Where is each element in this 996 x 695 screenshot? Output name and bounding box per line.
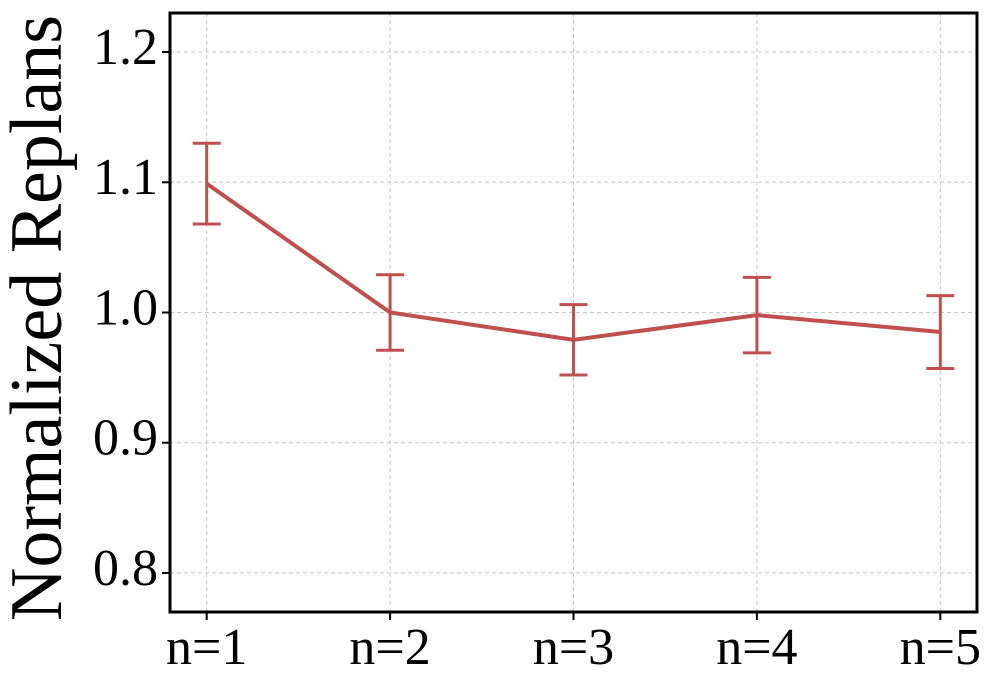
y-tick-label: 1.1	[93, 149, 158, 206]
x-tick-label: n=5	[900, 619, 981, 676]
error-bar	[376, 273, 405, 352]
y-axis-label: Normalized Replans	[0, 15, 78, 621]
x-tick-label: n=4	[716, 619, 797, 676]
error-bar	[926, 294, 955, 370]
y-tick-label: 1.2	[93, 19, 158, 76]
error-bar	[192, 141, 221, 226]
x-tick-label: n=2	[349, 619, 430, 676]
plot-frame	[168, 11, 979, 614]
error-bar	[559, 303, 588, 377]
x-tick-label: n=1	[166, 619, 247, 676]
y-tick-label: 0.9	[93, 410, 158, 467]
x-tick-label: n=3	[533, 619, 614, 676]
y-tick-label: 0.8	[93, 540, 158, 597]
error-bar	[742, 275, 771, 355]
y-tick-label: 1.0	[93, 279, 158, 336]
